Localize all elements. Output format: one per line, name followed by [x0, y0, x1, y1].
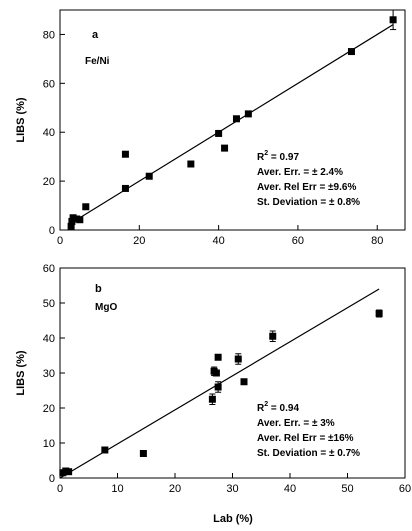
data-point	[187, 160, 195, 168]
y-tick-label: 0	[49, 225, 55, 237]
data-point	[65, 468, 73, 476]
data-point	[76, 216, 84, 224]
x-tick-label: 20	[169, 483, 181, 495]
panel-b-x-axis-ticks: 0 10 20 30 40 50 60	[57, 473, 411, 495]
panel-a-aver-rel-err: Aver. Rel Err = ±9.6%	[257, 182, 356, 193]
panel-a-chart: 0 20 40 60 80 0 20 40 60 80 a Fe/Ni LIBS (%) R2 …	[15, 9, 406, 247]
data-point	[347, 48, 355, 56]
panel-a-aver-err: Aver. Err. = ± 2.4%	[257, 167, 343, 178]
y-tick-label: 60	[43, 263, 55, 275]
data-point	[389, 16, 397, 24]
data-point	[82, 203, 90, 211]
data-point	[214, 353, 222, 361]
y-tick-label: 40	[43, 127, 55, 139]
y-tick-label: 80	[43, 29, 55, 41]
panel-b-st-deviation: St. Deviation = ± 0.7%	[257, 448, 360, 459]
panel-a-data-points	[67, 9, 397, 230]
y-tick-label: 50	[43, 298, 55, 310]
panel-a-r-squared: R2 = 0.97	[257, 150, 299, 163]
panel-b-aver-rel-err: Aver. Rel Err = ±16%	[257, 433, 354, 444]
data-point	[69, 214, 77, 222]
x-tick-label: 40	[212, 235, 224, 247]
panel-a-y-axis-label: LIBS (%)	[15, 97, 27, 143]
data-point	[121, 184, 129, 192]
data-point	[212, 369, 220, 377]
data-point	[375, 310, 383, 317]
panel-a-plot-frame	[59, 9, 406, 231]
data-point	[240, 378, 248, 386]
x-tick-label: 0	[57, 235, 63, 247]
data-point	[101, 446, 109, 454]
panel-b-letter: b	[95, 283, 102, 295]
panel-b-r2-symbol: R	[257, 403, 265, 414]
panel-b-name-label: MgO	[95, 302, 117, 313]
panel-b-chart: 0 10 20 30 40 50 60 0 10 20 30 40 50 60 b MgO LIBS (…	[15, 263, 411, 525]
y-tick-label: 60	[43, 78, 55, 90]
y-tick-label: 20	[43, 176, 55, 188]
y-tick-label: 30	[43, 368, 55, 380]
panel-a-letter: a	[92, 29, 99, 41]
x-tick-label: 20	[133, 235, 145, 247]
panel-a-x-axis-ticks: 0 20 40 60 80	[57, 225, 383, 247]
data-point	[208, 395, 216, 403]
data-point	[234, 355, 242, 363]
x-tick-label: 0	[57, 483, 63, 495]
x-tick-label: 50	[341, 483, 353, 495]
data-point	[232, 115, 240, 123]
data-point	[121, 150, 129, 158]
y-tick-label: 0	[49, 473, 55, 485]
panel-b-r-squared: R2 = 0.94	[257, 401, 299, 414]
panel-b-aver-err: Aver. Err. = ± 3%	[257, 418, 335, 429]
y-tick-label: 40	[43, 333, 55, 345]
panel-a-y-axis-ticks: 0 20 40 60 80	[43, 29, 65, 237]
x-tick-label: 60	[292, 235, 304, 247]
data-point	[67, 222, 75, 230]
data-point	[244, 110, 252, 118]
data-point	[139, 450, 147, 457]
panel-b-stats-box: R2 = 0.94 Aver. Err. = ± 3% Aver. Rel Er…	[257, 401, 360, 459]
data-point	[214, 383, 222, 391]
y-tick-label: 20	[43, 403, 55, 415]
x-tick-label: 60	[399, 483, 411, 495]
data-point	[215, 129, 223, 137]
panel-a-st-deviation: St. Deviation = ± 0.8%	[257, 197, 360, 208]
panel-a-r2-symbol: R	[257, 152, 265, 163]
panel-b-y-axis-label: LIBS (%)	[15, 350, 27, 396]
data-point	[269, 332, 277, 340]
data-point	[221, 144, 229, 152]
data-point	[145, 172, 153, 180]
panel-b-y-axis-ticks: 0 10 20 30 40 50 60	[43, 263, 65, 485]
x-tick-label: 10	[111, 483, 123, 495]
data-point	[68, 217, 76, 225]
panel-b-r2-superscript: 2	[264, 401, 268, 408]
x-tick-label: 30	[226, 483, 238, 495]
y-tick-label: 10	[43, 438, 55, 450]
panel-b-r2-value: = 0.94	[268, 403, 299, 414]
panel-a-r2-value: = 0.97	[268, 152, 299, 163]
x-tick-label: 40	[284, 483, 296, 495]
panel-b-x-axis-label: Lab (%)	[213, 513, 253, 525]
x-tick-label: 80	[371, 235, 383, 247]
panel-a-name-label: Fe/Ni	[85, 56, 110, 67]
panel-b-plot-frame	[59, 267, 406, 479]
fit-line	[69, 24, 394, 225]
panel-a-fit-line-group	[69, 24, 394, 225]
panel-a-stats-box: R2 = 0.97 Aver. Err. = ± 2.4% Aver. Rel …	[257, 150, 360, 208]
panel-b-data-points	[59, 309, 383, 477]
panel-a-r2-superscript: 2	[264, 150, 268, 157]
